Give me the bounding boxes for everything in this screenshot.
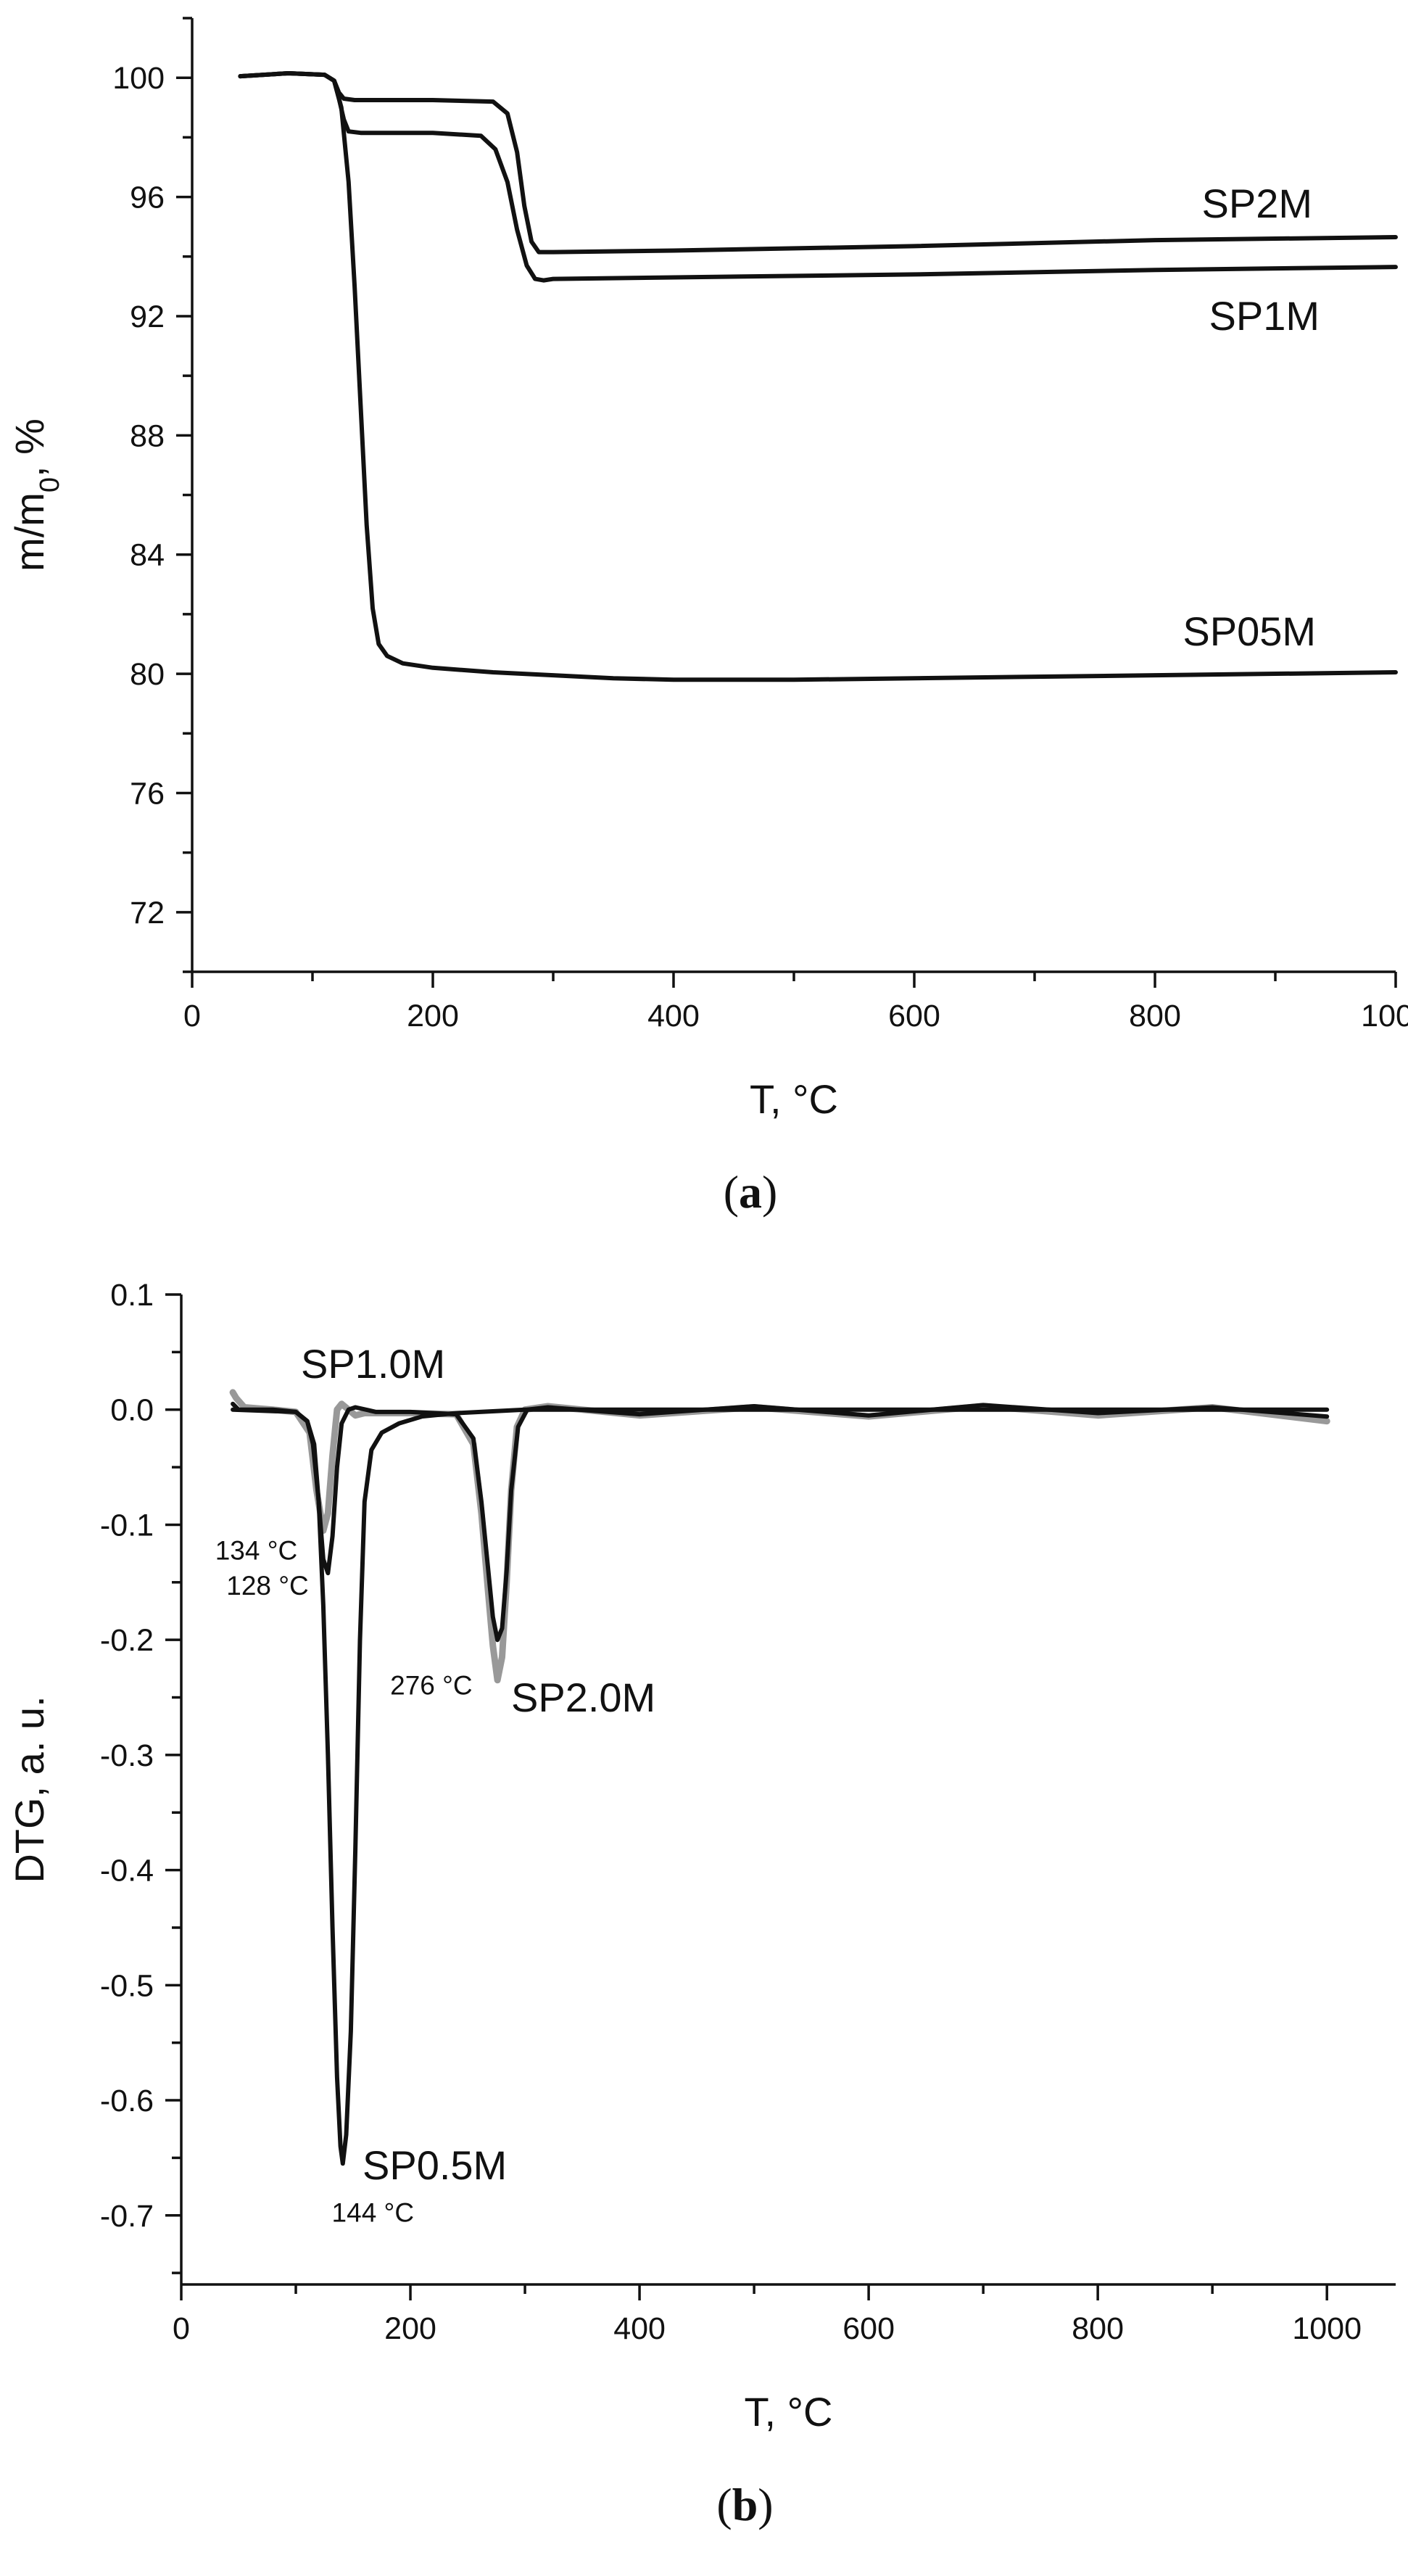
x-tick-label: 200 — [384, 2311, 436, 2346]
panel-label-close: ) — [758, 2479, 773, 2530]
series-line-SP05M — [238, 71, 1398, 682]
x-tick-label: 600 — [888, 999, 940, 1033]
series-label-SP1M: SP1M — [1209, 293, 1320, 339]
chart-panel-a: 0 200 400 600 800 1000 72 76 80 84 88 92 96 100 SP2M SP… — [7, 17, 1408, 1218]
y-tick-label: -0.3 — [100, 1738, 154, 1773]
y-axis-title-main: m/m — [7, 492, 52, 571]
y-axis-title-subscript: 0 — [35, 477, 65, 492]
y-tick-label: 88 — [130, 418, 165, 453]
x-tick-label: 1000 — [1292, 2311, 1362, 2346]
y-tick-label: 80 — [130, 657, 165, 692]
x-tick-label: 200 — [407, 999, 459, 1033]
y-tick-label: -0.2 — [100, 1623, 154, 1658]
series-label-SP05M: SP05M — [1183, 608, 1316, 654]
panel-label-letter: b — [732, 2479, 758, 2530]
chart-panel-b: 0 200 400 600 800 1000 0.1 0.0 -0.1 -0.2 -0.3 -0.4 -… — [7, 1278, 1396, 2530]
y-axis-title: DTG, a. u. — [7, 1696, 52, 1883]
panel-label: (b) — [716, 2479, 773, 2530]
y-tick-label: 0.1 — [110, 1278, 154, 1313]
peak-annotation: 134 °C — [215, 1535, 298, 1565]
y-tick-label: 100 — [112, 61, 165, 96]
panel-label-close: ) — [762, 1166, 777, 1218]
x-tick-label: 400 — [647, 999, 700, 1033]
series-label-SP0-5M: SP0.5M — [363, 2142, 507, 2188]
y-tick-label: 96 — [130, 181, 165, 215]
y-axis-title: m/m0, % — [7, 418, 65, 571]
panel-label-open: ( — [724, 1166, 739, 1218]
series-label-SP2-0M: SP2.0M — [511, 1675, 655, 1720]
y-tick-label: 76 — [130, 776, 165, 811]
y-tick-label: -0.5 — [100, 1968, 154, 2003]
x-tick-label: 400 — [613, 2311, 666, 2346]
y-tick-label: 0.0 — [110, 1393, 154, 1428]
x-tick-label: 0 — [173, 2311, 190, 2346]
x-tick-label: 800 — [1129, 999, 1181, 1033]
y-tick-label: 84 — [130, 538, 165, 573]
y-tick-label: -0.6 — [100, 2084, 154, 2118]
panel-label-open: ( — [716, 2479, 732, 2530]
panel-label: (a) — [724, 1166, 778, 1218]
y-tick-label: -0.1 — [100, 1508, 154, 1543]
series-line-SP1-0M — [231, 1401, 1330, 1643]
y-tick-label: -0.4 — [100, 1854, 154, 1888]
x-axis-title: T, °C — [745, 2389, 833, 2435]
series-label-SP2M: SP2M — [1202, 181, 1313, 226]
x-tick-label: 800 — [1072, 2311, 1124, 2346]
x-tick-label: 600 — [842, 2311, 895, 2346]
series-line-SP0-5M — [231, 1407, 1330, 2166]
x-tick-label: 0 — [183, 999, 201, 1033]
y-axis-title-main: DTG, a. u. — [7, 1696, 52, 1883]
y-tick-label: 92 — [130, 300, 165, 334]
x-tick-label: 1000 — [1361, 999, 1408, 1033]
y-tick-label: -0.7 — [100, 2199, 154, 2234]
panel-label-letter: a — [739, 1166, 762, 1218]
series-line-SP2-0M — [229, 1389, 1330, 1684]
peak-annotation: 128 °C — [226, 1571, 309, 1601]
y-axis-title-suffix: , % — [7, 418, 52, 477]
x-axis-title: T, °C — [750, 1076, 838, 1122]
peak-annotation: 144 °C — [332, 2197, 415, 2227]
y-tick-label: 72 — [130, 896, 165, 930]
peak-annotation: 276 °C — [390, 1671, 473, 1701]
series-label-SP1-0M: SP1.0M — [301, 1341, 445, 1387]
